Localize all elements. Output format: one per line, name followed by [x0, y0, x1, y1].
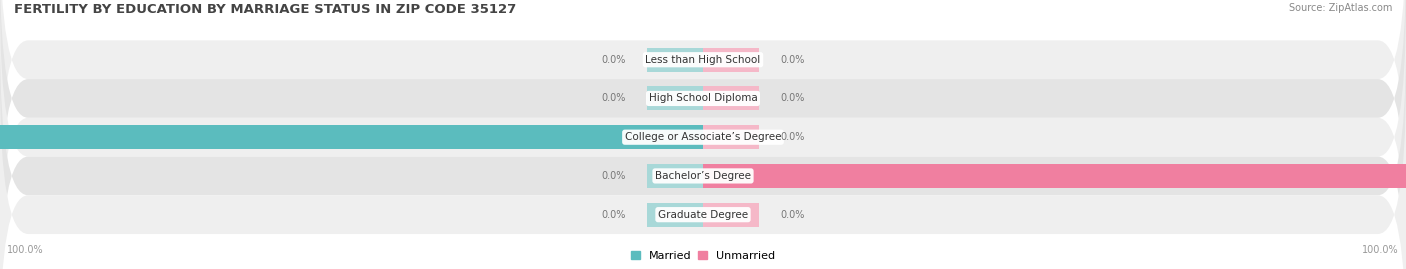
Text: 100.0%: 100.0%	[7, 245, 44, 255]
Text: Graduate Degree: Graduate Degree	[658, 210, 748, 220]
Legend: Married, Unmarried: Married, Unmarried	[631, 251, 775, 261]
Bar	[647, 164, 703, 188]
Bar	[703, 48, 759, 72]
FancyBboxPatch shape	[0, 0, 1406, 195]
Text: 0.0%: 0.0%	[602, 210, 626, 220]
Text: 0.0%: 0.0%	[602, 55, 626, 65]
Bar	[647, 203, 703, 227]
Text: 0.0%: 0.0%	[780, 55, 804, 65]
Text: 0.0%: 0.0%	[780, 210, 804, 220]
Bar	[0, 125, 703, 149]
Bar	[703, 125, 759, 149]
Text: Source: ZipAtlas.com: Source: ZipAtlas.com	[1288, 3, 1392, 13]
Text: FERTILITY BY EDUCATION BY MARRIAGE STATUS IN ZIP CODE 35127: FERTILITY BY EDUCATION BY MARRIAGE STATU…	[14, 3, 516, 16]
Bar	[647, 86, 703, 111]
Bar	[647, 48, 703, 72]
Text: 0.0%: 0.0%	[780, 93, 804, 104]
Bar	[703, 203, 759, 227]
Bar	[703, 164, 1406, 188]
Text: Bachelor’s Degree: Bachelor’s Degree	[655, 171, 751, 181]
Text: 100.0%: 100.0%	[1362, 245, 1399, 255]
Text: College or Associate’s Degree: College or Associate’s Degree	[624, 132, 782, 142]
FancyBboxPatch shape	[0, 79, 1406, 269]
FancyBboxPatch shape	[0, 0, 1406, 234]
Bar	[703, 164, 759, 188]
Text: 0.0%: 0.0%	[602, 93, 626, 104]
Text: 0.0%: 0.0%	[602, 171, 626, 181]
Text: High School Diploma: High School Diploma	[648, 93, 758, 104]
FancyBboxPatch shape	[0, 40, 1406, 269]
Text: Less than High School: Less than High School	[645, 55, 761, 65]
Text: 0.0%: 0.0%	[780, 132, 804, 142]
Bar	[703, 86, 759, 111]
Bar	[647, 125, 703, 149]
